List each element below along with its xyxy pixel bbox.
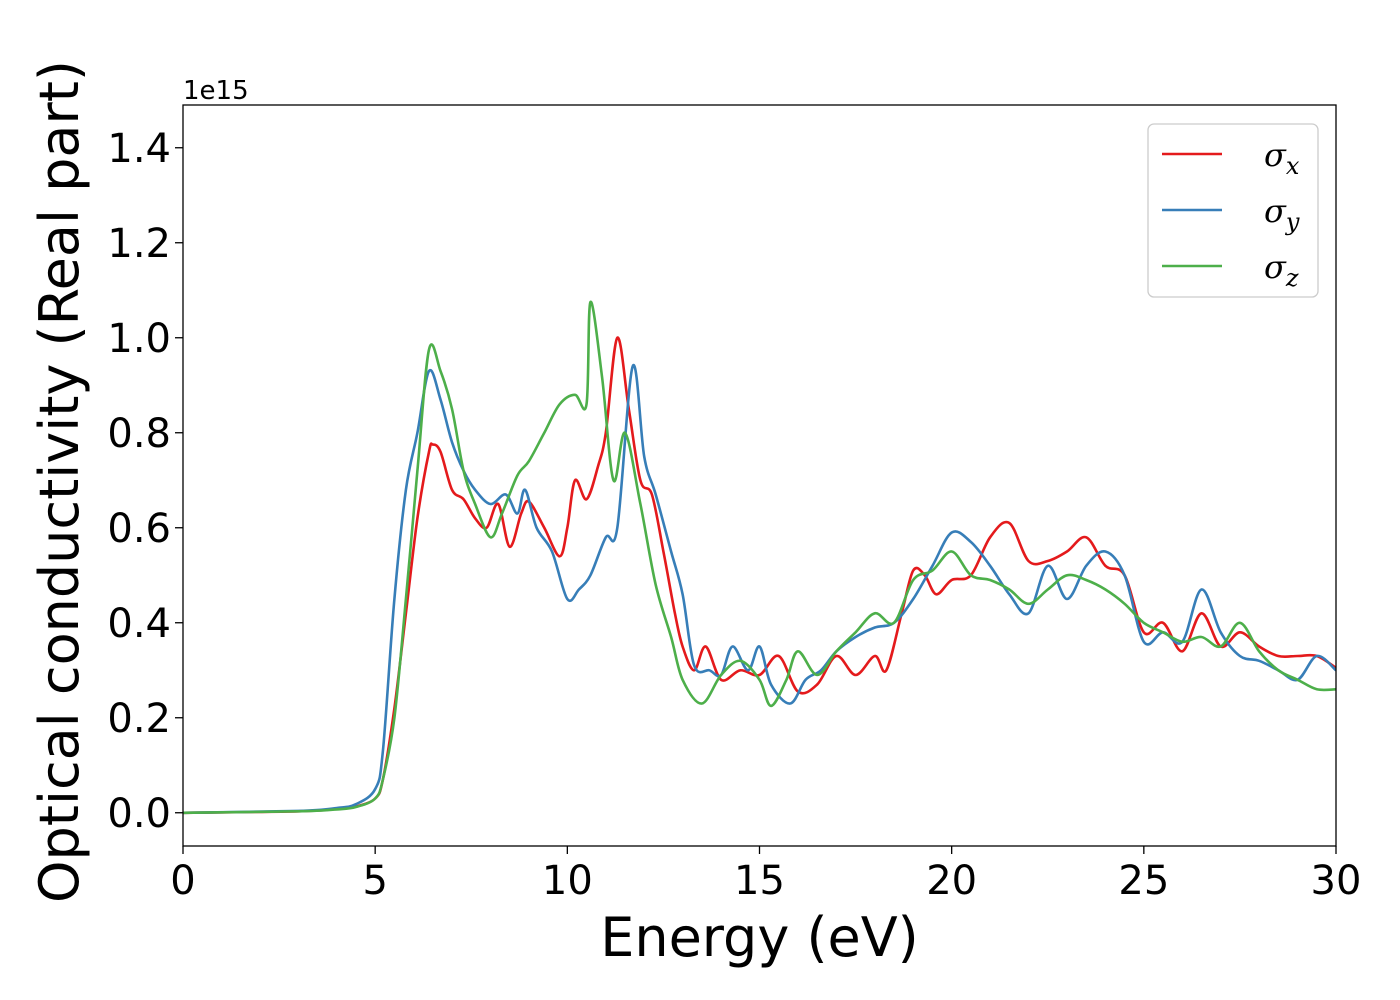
x-axis-title: Energy (eV) bbox=[600, 906, 919, 969]
x-tick-label: 25 bbox=[1118, 858, 1169, 904]
legend-label: σy bbox=[1264, 192, 1300, 236]
legend-item-y: σy bbox=[1162, 192, 1300, 236]
y-tick-label: 0.8 bbox=[107, 411, 171, 457]
y-tick-label: 1.2 bbox=[107, 221, 171, 267]
y-tick-label: 1.4 bbox=[107, 126, 171, 172]
legend-label: σz bbox=[1264, 248, 1299, 292]
y-tick-label: 0.2 bbox=[107, 696, 171, 742]
y-axis-ticks: 0.0 0.2 0.4 0.6 0.8 1.0 1.2 1.4 bbox=[107, 126, 183, 837]
legend-box bbox=[1147, 123, 1319, 298]
legend-item-x: σx bbox=[1162, 136, 1300, 180]
series-line-y bbox=[183, 363, 1336, 815]
y-axis-title: Optical conductivity (Real part) bbox=[28, 60, 91, 903]
legend-item-z: σz bbox=[1162, 248, 1299, 292]
x-tick-label: 0 bbox=[170, 858, 195, 904]
legend-label: σx bbox=[1264, 136, 1300, 180]
x-tick-label: 20 bbox=[926, 858, 977, 904]
series-line-z bbox=[183, 300, 1336, 815]
x-tick-label: 15 bbox=[734, 858, 785, 904]
series-line-x bbox=[183, 336, 1336, 815]
legend: σx σy σz bbox=[1147, 123, 1319, 298]
x-tick-label: 5 bbox=[362, 858, 387, 904]
x-axis-ticks: 0 5 10 15 20 25 30 bbox=[170, 846, 1361, 904]
plot-lines bbox=[183, 300, 1336, 815]
y-tick-label: 0.6 bbox=[107, 506, 171, 552]
y-tick-label: 0.4 bbox=[107, 601, 171, 647]
y-tick-label: 0.0 bbox=[107, 791, 171, 837]
y-offset-label: 1e15 bbox=[183, 76, 249, 106]
y-tick-label: 1.0 bbox=[107, 316, 171, 362]
x-tick-label: 30 bbox=[1311, 858, 1362, 904]
x-tick-label: 10 bbox=[542, 858, 593, 904]
